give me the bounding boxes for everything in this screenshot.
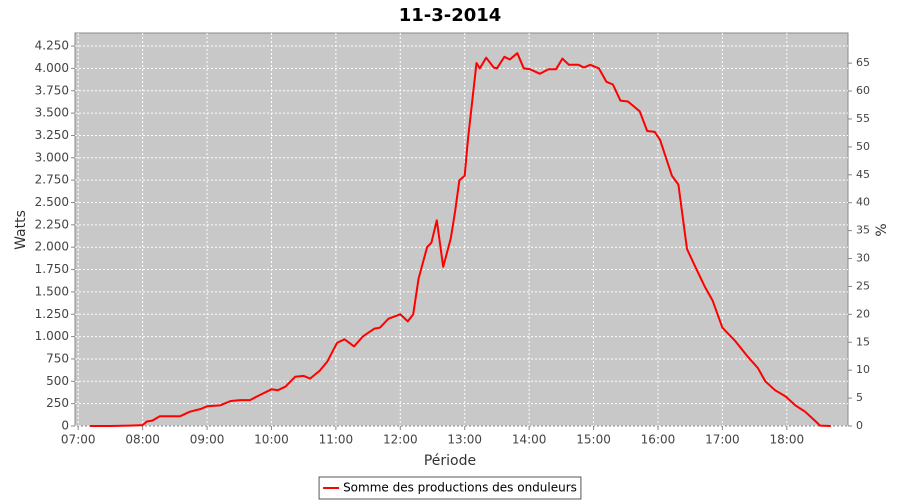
y2-tick-label: 15 bbox=[856, 335, 870, 348]
x-tick-label: 15:00 bbox=[576, 433, 611, 447]
x-tick-label: 17:00 bbox=[705, 433, 740, 447]
plot-area bbox=[74, 32, 849, 427]
y-tick-label: 4.000 bbox=[35, 61, 69, 75]
x-axis-title: Période bbox=[424, 453, 476, 469]
y2-axis-title: % bbox=[874, 223, 890, 236]
x-tick-label: 18:00 bbox=[770, 433, 805, 447]
y-tick-label: 0 bbox=[61, 419, 69, 433]
y-tick-label: 500 bbox=[46, 374, 69, 388]
x-tick-label: 14:00 bbox=[512, 433, 547, 447]
y2-tick-label: 60 bbox=[856, 84, 870, 97]
y2-tick-label: 10 bbox=[856, 363, 870, 376]
y-tick-label: 3.750 bbox=[35, 83, 69, 97]
y-tick-label: 2.750 bbox=[35, 173, 69, 187]
x-tick-label: 08:00 bbox=[125, 433, 160, 447]
y2-tick-label: 50 bbox=[856, 140, 870, 153]
data-line bbox=[90, 52, 831, 427]
y-tick-label: 1.000 bbox=[35, 329, 69, 343]
y-tick-label: 3.000 bbox=[35, 150, 69, 164]
y-tick-label: 4.250 bbox=[35, 39, 69, 53]
y2-tick-label: 0 bbox=[856, 419, 863, 432]
y2-tick-label: 25 bbox=[856, 279, 870, 292]
y2-tick-label: 55 bbox=[856, 112, 870, 125]
y-axis-title: Watts bbox=[13, 210, 29, 250]
y-tick-label: 3.250 bbox=[35, 128, 69, 142]
y2-tick-label: 45 bbox=[856, 168, 870, 181]
y2-tick-label: 5 bbox=[856, 391, 863, 404]
y-tick-label: 750 bbox=[46, 351, 69, 365]
y-tick-label: 1.750 bbox=[35, 262, 69, 276]
y-tick-label: 250 bbox=[46, 396, 69, 410]
x-tick-label: 16:00 bbox=[641, 433, 676, 447]
y-tick-label: 2.250 bbox=[35, 217, 69, 231]
y2-tick-label: 20 bbox=[856, 307, 870, 320]
x-tick-label: 13:00 bbox=[447, 433, 482, 447]
y-tick-label: 3.500 bbox=[35, 106, 69, 120]
x-tick-label: 10:00 bbox=[254, 433, 289, 447]
x-tick-label: 11:00 bbox=[319, 433, 354, 447]
x-tick-label: 07:00 bbox=[61, 433, 96, 447]
y-tick-label: 2.500 bbox=[35, 195, 69, 209]
x-tick-label: 09:00 bbox=[190, 433, 225, 447]
y2-tick-label: 35 bbox=[856, 224, 870, 237]
y-tick-label: 2.000 bbox=[35, 240, 69, 254]
legend-box bbox=[318, 476, 582, 500]
y-tick-label: 1.500 bbox=[35, 284, 69, 298]
chart-title: 11-3-2014 bbox=[399, 5, 502, 26]
y2-tick-label: 40 bbox=[856, 196, 870, 209]
legend: Somme des productions des onduleurs bbox=[318, 476, 582, 500]
y2-tick-label: 30 bbox=[856, 252, 870, 265]
x-tick-label: 12:00 bbox=[383, 433, 418, 447]
y2-tick-label: 65 bbox=[856, 56, 870, 69]
y-tick-label: 1.250 bbox=[35, 307, 69, 321]
legend-label: Somme des productions des onduleurs bbox=[343, 481, 577, 495]
